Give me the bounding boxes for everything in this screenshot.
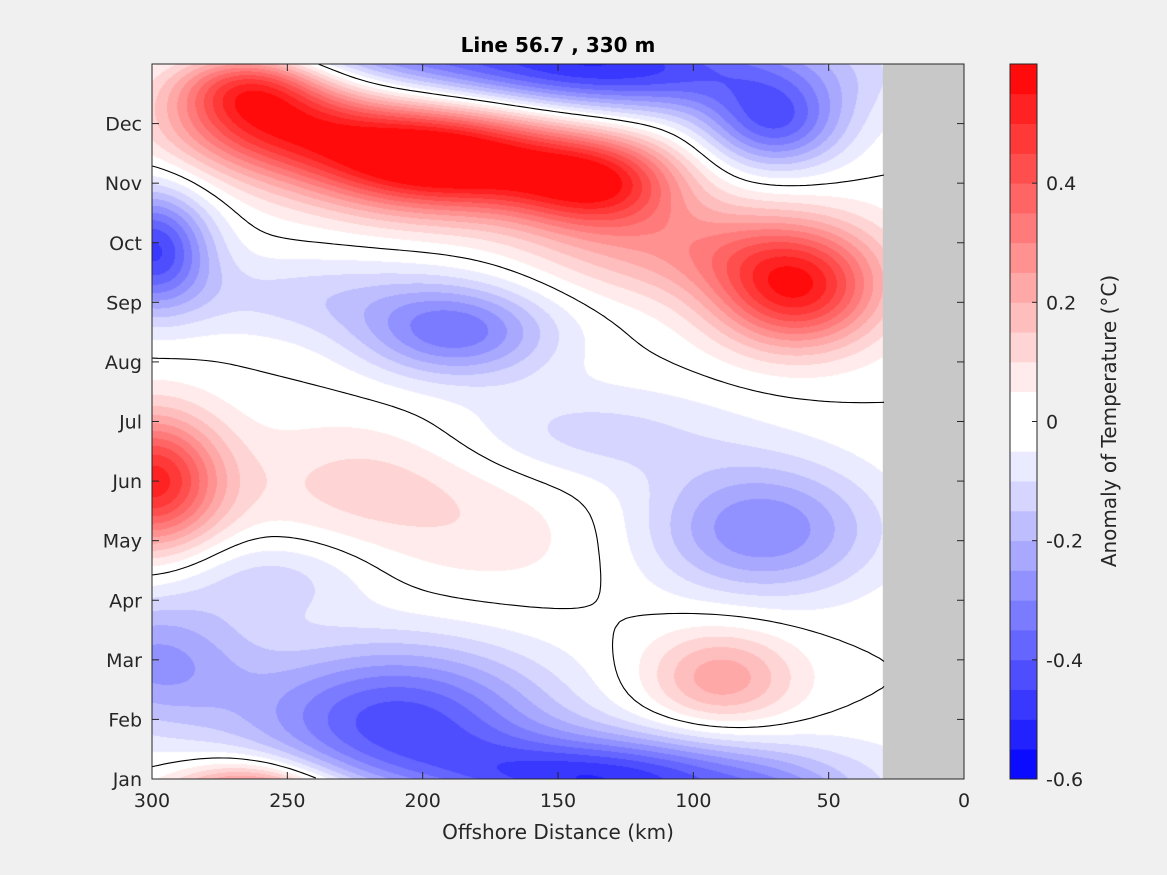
- y-tick-label: Feb: [108, 709, 142, 731]
- no-data-region: [882, 64, 964, 779]
- colorbar-segment: [1010, 719, 1037, 750]
- colorbar-segment: [1010, 302, 1037, 333]
- x-tick-label: 250: [269, 790, 305, 812]
- colorbar-segment: [1010, 361, 1037, 393]
- colorbar-segment: [1010, 749, 1037, 780]
- y-tick-label: Aug: [105, 352, 142, 374]
- y-tick-label: Oct: [109, 233, 142, 255]
- colorbar-tick-label: -0.4: [1046, 650, 1083, 672]
- y-tick-label: Dec: [105, 114, 142, 136]
- colorbar-segment: [1010, 212, 1037, 244]
- y-tick-label: Sep: [106, 292, 142, 314]
- colorbar-segment: [1010, 570, 1037, 601]
- colorbar-segment: [1010, 272, 1037, 303]
- colorbar-segment: [1010, 659, 1037, 691]
- y-axis: Jan Feb Mar Apr May Jun Jul Aug Sep Oct Nov Dec: [103, 114, 964, 791]
- colorbar-tick-label: 0.2: [1046, 292, 1076, 314]
- colorbar-tick-label: 0: [1046, 412, 1058, 434]
- colorbar-segment: [1010, 93, 1037, 124]
- colorbar-segment: [1010, 510, 1037, 542]
- colorbar-segment: [1010, 183, 1037, 214]
- chart-title: Line 56.7 , 330 m: [461, 33, 656, 57]
- colorbar-segment: [1010, 391, 1037, 422]
- colorbar-segment: [1010, 540, 1037, 571]
- heatmap-foreign: [152, 64, 964, 779]
- colorbar-segment: [1010, 332, 1037, 363]
- y-tick-label: Nov: [105, 173, 142, 195]
- colorbar-segment: [1010, 481, 1037, 512]
- y-tick-label: Apr: [109, 590, 142, 612]
- colorbar-label: Anomaly of Temperature (°C): [1097, 275, 1121, 567]
- x-tick-label: 200: [405, 790, 441, 812]
- x-axis-label: Offshore Distance (km): [442, 820, 674, 844]
- colorbar-segment: [1010, 153, 1037, 184]
- colorbar-segment: [1010, 451, 1037, 482]
- colorbar-segment: [1010, 64, 1037, 95]
- colorbar-segment: [1010, 123, 1037, 154]
- y-tick-label: Jul: [118, 412, 142, 434]
- x-tick-label: 300: [134, 790, 170, 812]
- contour-plot-area: [151, 63, 965, 780]
- x-tick-label: 50: [817, 790, 841, 812]
- x-axis: 300 250 200 150 100 50 0: [134, 64, 970, 812]
- y-tick-label: Mar: [106, 650, 142, 672]
- x-tick-label: 150: [540, 790, 576, 812]
- colorbar: -0.6 -0.4 -0.2 0 0.2 0.4: [1009, 63, 1083, 791]
- colorbar-tick-label: -0.6: [1046, 769, 1083, 791]
- colorbar-segment: [1010, 600, 1037, 631]
- y-tick-label: May: [103, 531, 142, 553]
- y-tick-label: Jan: [112, 769, 142, 791]
- y-tick-label: Jun: [111, 471, 142, 493]
- colorbar-segment: [1010, 689, 1037, 720]
- colorbar-segment: [1010, 421, 1037, 452]
- x-tick-label: 0: [958, 790, 970, 812]
- colorbar-segment: [1010, 630, 1037, 661]
- temperature-anomaly-heatmap: [152, 64, 964, 779]
- colorbar-segment: [1010, 242, 1037, 273]
- colorbar-tick-label: -0.2: [1046, 531, 1083, 553]
- colorbar-tick-label: 0.4: [1046, 173, 1076, 195]
- x-tick-label: 100: [675, 790, 711, 812]
